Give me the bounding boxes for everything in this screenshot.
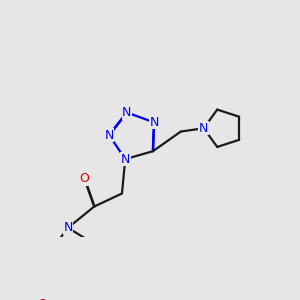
Text: O: O <box>38 298 48 300</box>
Text: N: N <box>104 129 114 142</box>
Text: N: N <box>199 122 208 135</box>
Text: O: O <box>80 172 89 185</box>
Text: N: N <box>149 116 159 129</box>
Text: N: N <box>122 106 132 119</box>
Text: N: N <box>63 221 73 234</box>
Text: N: N <box>121 153 130 166</box>
